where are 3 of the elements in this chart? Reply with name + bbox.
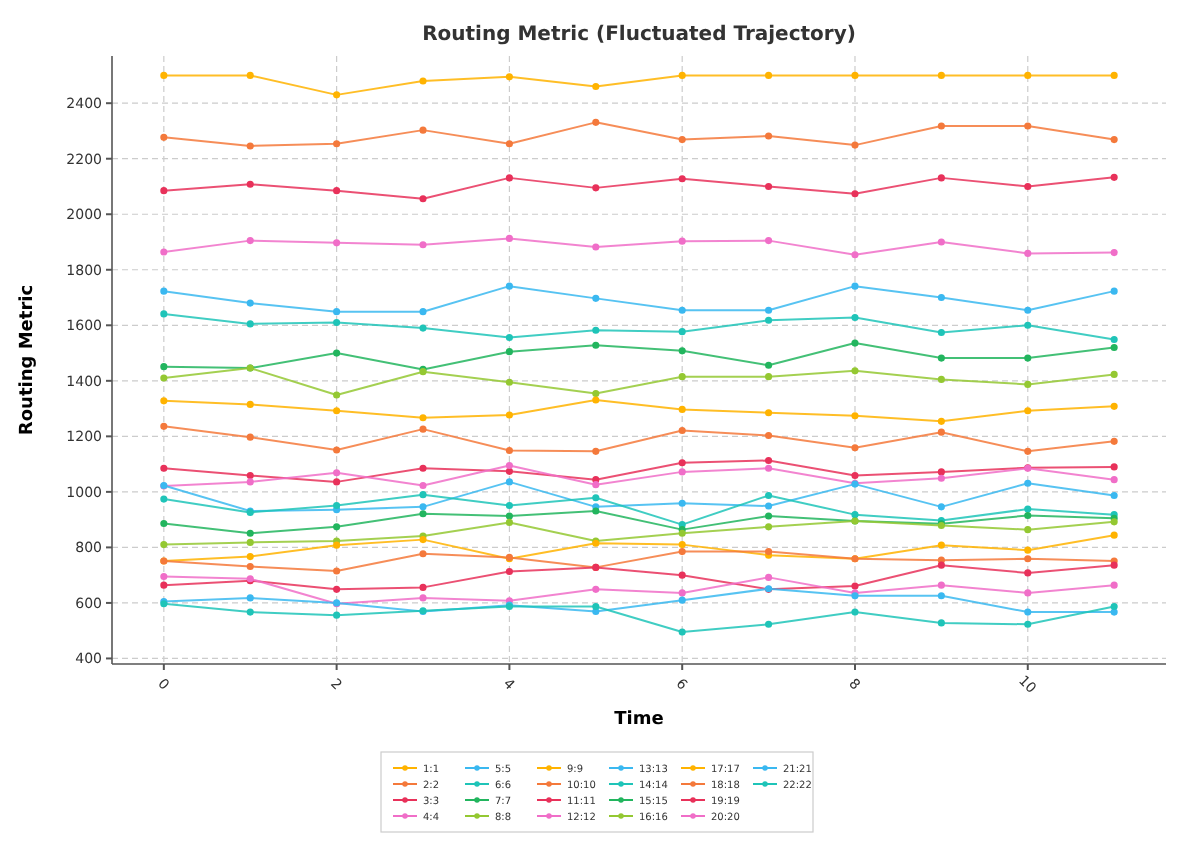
chart-title: Routing Metric (Fluctuated Trajectory) bbox=[422, 24, 856, 46]
x-axis-title: Time bbox=[614, 710, 664, 730]
y-axis-title: Routing Metric bbox=[18, 284, 38, 436]
